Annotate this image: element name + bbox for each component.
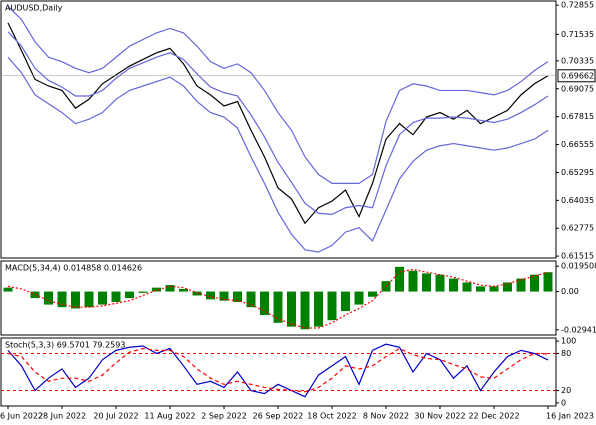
y-tick-label: -0.029414 bbox=[561, 325, 596, 334]
x-tick-label: 8 Nov 2022 bbox=[363, 412, 409, 421]
histogram-bar bbox=[84, 291, 94, 308]
histogram-bar bbox=[233, 291, 242, 302]
histogram-bar bbox=[341, 291, 350, 312]
y-tick-label: 0.64035 bbox=[561, 196, 594, 205]
panel-frame bbox=[0, 0, 557, 259]
y-tick-label: 0.66555 bbox=[561, 140, 594, 149]
histogram-bar bbox=[314, 291, 323, 327]
histogram-bar bbox=[543, 272, 553, 292]
x-tick-label: 28 Jun 2022 bbox=[38, 412, 86, 421]
histogram-bar bbox=[219, 291, 229, 301]
histogram-bar bbox=[422, 273, 431, 292]
histogram-bar bbox=[489, 286, 499, 292]
histogram-bar bbox=[206, 291, 215, 300]
x-tick-label: 20 Jul 2022 bbox=[93, 412, 138, 421]
y-tick-label: 0.67815 bbox=[561, 112, 594, 121]
histogram-bar bbox=[462, 282, 472, 292]
histogram-bar bbox=[98, 291, 107, 305]
y-tick-label: 0.019508 bbox=[561, 262, 596, 271]
histogram-bar bbox=[138, 291, 148, 293]
histogram-bar bbox=[71, 291, 80, 309]
histogram-bar bbox=[125, 291, 134, 299]
histogram-bar bbox=[476, 286, 485, 292]
series-line bbox=[7, 31, 549, 216]
panel-frame bbox=[0, 260, 557, 336]
y-tick-label: 0 bbox=[561, 398, 566, 407]
y-tick-label: 0.72855 bbox=[561, 1, 594, 10]
y-tick-label: 0.65295 bbox=[561, 168, 594, 177]
current-price-box bbox=[557, 69, 596, 83]
histogram-bar bbox=[368, 291, 377, 297]
y-tick-label: 0.00 bbox=[561, 287, 579, 296]
histogram-bar bbox=[111, 291, 121, 302]
series-line bbox=[7, 347, 549, 393]
y-tick-label: 0.70335 bbox=[561, 56, 594, 65]
histogram-bar bbox=[287, 291, 296, 327]
y-tick-label: 80 bbox=[561, 349, 571, 358]
series-line bbox=[7, 5, 549, 185]
series-line bbox=[7, 268, 549, 329]
current-price-label: 0.69662 bbox=[561, 71, 594, 80]
histogram-bar bbox=[165, 285, 175, 292]
histogram-bar bbox=[449, 278, 458, 292]
x-tick-label: 30 Nov 2022 bbox=[414, 412, 465, 421]
histogram-bar bbox=[503, 282, 512, 292]
panel-title: AUDUSD,Daily bbox=[5, 4, 63, 13]
histogram-bar bbox=[192, 291, 202, 296]
y-tick-label: 0.69075 bbox=[561, 84, 594, 93]
y-tick-label: 0.71535 bbox=[561, 30, 594, 39]
histogram-bar bbox=[152, 287, 161, 292]
histogram-bar bbox=[57, 291, 67, 308]
x-tick-label: 26 Sep 2022 bbox=[253, 412, 304, 421]
y-tick-label: 20 bbox=[561, 386, 571, 395]
x-tick-label: 11 Aug 2022 bbox=[144, 412, 195, 421]
x-tick-label: 2 Sep 2022 bbox=[201, 412, 247, 421]
x-tick-label: 6 Jun 2022 bbox=[0, 412, 43, 421]
histogram-bar bbox=[395, 266, 404, 292]
x-tick-label: 16 Jan 2023 bbox=[546, 412, 594, 421]
panel-title: MACD(5,34,4) 0.014858 0.014626 bbox=[5, 264, 142, 273]
x-tick-label: 22 Dec 2022 bbox=[468, 412, 519, 421]
histogram-bar bbox=[300, 291, 310, 330]
histogram-bar bbox=[530, 274, 539, 292]
histogram-bar bbox=[435, 274, 445, 292]
histogram-bar bbox=[516, 278, 526, 292]
series-line bbox=[7, 343, 549, 398]
y-tick-label: 100 bbox=[561, 337, 576, 346]
y-tick-label: 0.61515 bbox=[561, 252, 594, 261]
histogram-bar bbox=[179, 288, 188, 292]
panel-title: Stoch(5,3,3) 69.5701 79.2593 bbox=[5, 341, 125, 350]
histogram-bar bbox=[354, 291, 364, 305]
histogram-bar bbox=[3, 287, 13, 292]
histogram-bar bbox=[327, 291, 337, 321]
series-line bbox=[7, 22, 549, 225]
series-line bbox=[7, 56, 549, 253]
x-tick-label: 18 Oct 2022 bbox=[307, 412, 356, 421]
histogram-bar bbox=[260, 291, 269, 315]
histogram-bar bbox=[273, 291, 283, 323]
histogram-bar bbox=[246, 291, 256, 308]
histogram-bar bbox=[44, 291, 53, 305]
histogram-bar bbox=[408, 270, 418, 292]
y-tick-label: 0.62775 bbox=[561, 224, 594, 233]
